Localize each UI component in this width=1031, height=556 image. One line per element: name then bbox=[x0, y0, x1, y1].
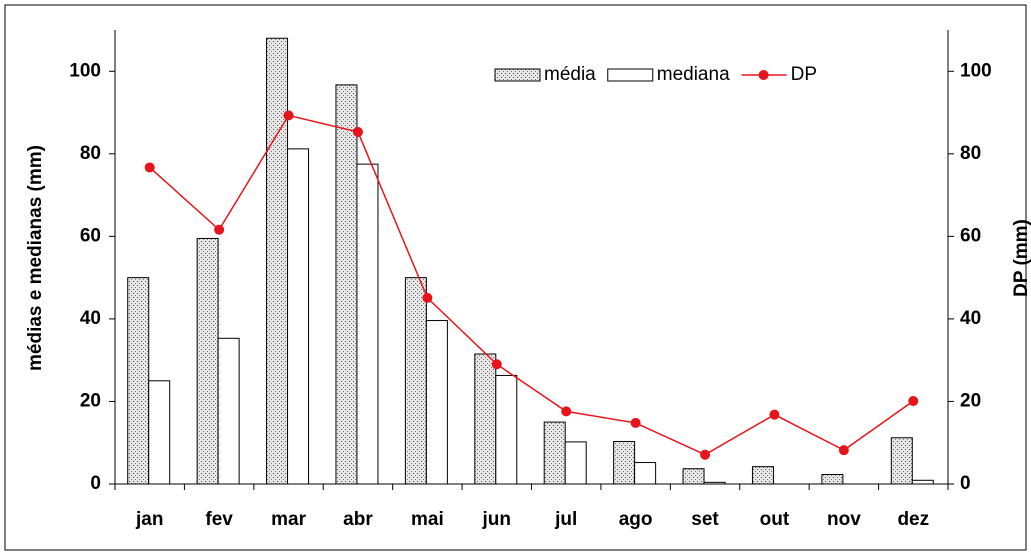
y-axis-label: médias e medianas (mm) bbox=[25, 145, 46, 371]
x-tick-label: mar bbox=[271, 509, 306, 530]
x-tick-label: jun bbox=[482, 509, 512, 530]
y-tick-label: 40 bbox=[80, 308, 101, 329]
bar bbox=[425, 320, 448, 485]
y2-tick-label: 100 bbox=[960, 60, 992, 81]
x-tick-label: dez bbox=[897, 509, 929, 530]
x-tick-label: jan bbox=[135, 509, 163, 530]
bar bbox=[127, 277, 150, 485]
point bbox=[214, 224, 225, 235]
x-tick-label: jul bbox=[554, 509, 577, 530]
bar bbox=[543, 421, 566, 485]
bar bbox=[266, 37, 289, 485]
bar bbox=[356, 163, 379, 485]
y-tick-label: 100 bbox=[69, 60, 101, 81]
bar bbox=[703, 481, 726, 485]
x-tick-label: ago bbox=[619, 509, 653, 530]
bar bbox=[404, 277, 427, 485]
x-tick-label: mai bbox=[411, 509, 444, 530]
bar bbox=[217, 337, 240, 485]
legend-label: mediana bbox=[657, 64, 730, 85]
bar bbox=[495, 374, 518, 485]
bar bbox=[335, 84, 358, 485]
x-tick-label: set bbox=[691, 509, 719, 530]
bar bbox=[196, 237, 219, 485]
x-tick-label: out bbox=[760, 509, 790, 530]
bar bbox=[682, 468, 705, 485]
bar bbox=[890, 437, 913, 485]
x-tick-label: nov bbox=[827, 509, 861, 530]
bar bbox=[564, 441, 587, 485]
bar bbox=[634, 462, 657, 485]
bar bbox=[751, 466, 774, 485]
x-tick-label: abr bbox=[343, 509, 373, 530]
point bbox=[561, 406, 572, 417]
point bbox=[700, 449, 711, 460]
point bbox=[908, 396, 919, 407]
point bbox=[491, 359, 502, 370]
y-tick-label: 20 bbox=[80, 390, 101, 411]
bar bbox=[821, 474, 844, 485]
y2-tick-label: 0 bbox=[960, 473, 971, 494]
bar bbox=[148, 380, 171, 485]
y2-tick-label: 40 bbox=[960, 308, 981, 329]
bar bbox=[474, 353, 497, 485]
legend-swatch bbox=[494, 68, 541, 82]
y2-tick-label: 60 bbox=[960, 225, 981, 246]
point bbox=[769, 409, 780, 420]
y2-tick-label: 20 bbox=[960, 390, 981, 411]
y-tick-label: 80 bbox=[80, 143, 101, 164]
y2-axis-label: DP (mm) bbox=[1011, 219, 1031, 297]
legend-label: média bbox=[544, 64, 596, 85]
y-tick-label: 0 bbox=[90, 473, 101, 494]
point bbox=[838, 445, 849, 456]
legend-label: DP bbox=[791, 64, 817, 85]
y2-tick-label: 80 bbox=[960, 143, 981, 164]
line bbox=[149, 114, 914, 456]
point bbox=[630, 417, 641, 428]
legend-swatch bbox=[607, 68, 654, 82]
legend-swatch bbox=[758, 70, 769, 80]
bar bbox=[911, 479, 934, 485]
point bbox=[144, 162, 155, 173]
bar bbox=[287, 148, 310, 485]
bar bbox=[613, 440, 636, 485]
point bbox=[352, 126, 363, 137]
x-tick-label: fev bbox=[205, 509, 233, 530]
point bbox=[422, 292, 433, 303]
point bbox=[283, 110, 294, 121]
y-tick-label: 60 bbox=[80, 225, 101, 246]
